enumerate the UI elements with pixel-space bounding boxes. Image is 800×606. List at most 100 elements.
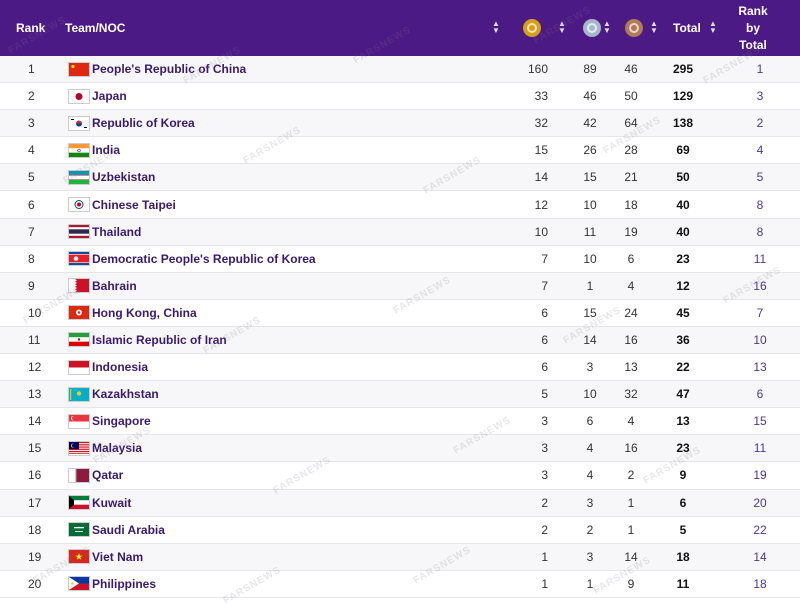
table-row[interactable]: 1 People's Republic of China 160 89 46 295 1 [0, 56, 800, 84]
table-row[interactable]: 2 Japan 33 46 50 129 3 [0, 83, 800, 111]
bronze-count-cell: 21 [624, 170, 638, 185]
table-row[interactable]: 20 Philippines 1 1 9 11 18 [0, 571, 800, 598]
bronze-count-cell: 64 [624, 116, 638, 131]
rank-cell: 1 [28, 62, 35, 77]
table-row[interactable]: 9 Bahrain 7 1 4 12 16 [0, 272, 800, 300]
rank-by-total-cell: 5 [756, 170, 764, 185]
table-row[interactable]: 17 Kuwait 2 3 1 6 20 [0, 489, 800, 517]
column-header-total[interactable]: Total [673, 21, 701, 35]
rank-by-total-cell: 20 [753, 495, 767, 510]
bronze-count-cell: 28 [624, 143, 638, 158]
table-row[interactable]: 18 Saudi Arabia 2 2 1 5 22 [0, 517, 800, 544]
table-row[interactable]: 14 Singapore 3 6 4 13 15 [0, 408, 800, 436]
column-header-gold[interactable] [523, 0, 541, 56]
sort-arrows-icon[interactable]: ▲ ▼ [492, 19, 500, 35]
team-name-link[interactable]: Saudi Arabia [92, 522, 165, 537]
total-count-cell: 23 [676, 441, 690, 456]
bronze-count-cell: 1 [627, 495, 635, 510]
team-name-link[interactable]: Philippines [92, 576, 157, 591]
table-row[interactable]: 4 India 15 26 28 69 4 [0, 137, 800, 165]
flag-jpn-icon [68, 88, 90, 104]
team-name-link[interactable]: Viet Nam [92, 549, 144, 564]
table-row[interactable]: 5 Uzbekistan 14 15 21 50 5 [0, 164, 800, 192]
team-name-link[interactable]: People's Republic of China [92, 62, 247, 77]
column-header-bronze[interactable] [625, 0, 643, 56]
rank-by-total-label-line3: Total [739, 37, 767, 52]
bronze-count-cell: 13 [624, 360, 638, 375]
gold-count-cell: 3 [541, 441, 548, 456]
team-name-link[interactable]: Bahrain [92, 278, 137, 293]
team-name-link[interactable]: Kuwait [92, 495, 132, 510]
team-name-link[interactable]: Indonesia [92, 360, 149, 375]
sort-arrows-icon[interactable]: ▲ ▼ [650, 19, 658, 35]
table-row[interactable]: 12 Indonesia 6 3 13 22 13 [0, 354, 800, 382]
gold-count-cell: 32 [534, 116, 548, 131]
rank-cell: 4 [28, 143, 35, 158]
silver-count-cell: 1 [586, 278, 594, 293]
rank-by-total-cell: 7 [756, 305, 764, 320]
rank-by-total-cell: 13 [753, 360, 767, 375]
team-name-link[interactable]: Kazakhstan [92, 387, 159, 402]
rank-by-total-cell: 4 [756, 143, 764, 158]
silver-count-cell: 3 [586, 360, 594, 375]
total-count-cell: 69 [676, 143, 690, 158]
column-header-rank-by-total[interactable]: Rank by Total [736, 0, 770, 56]
gold-medal-icon [523, 19, 541, 37]
rank-by-total-cell: 14 [753, 549, 767, 564]
team-name-link[interactable]: Republic of Korea [92, 116, 195, 131]
gold-count-cell: 7 [541, 278, 548, 293]
table-row[interactable]: 10 Hong Kong, China 6 15 24 45 7 [0, 300, 800, 327]
rank-cell: 15 [28, 441, 42, 456]
total-count-cell: 13 [676, 414, 690, 429]
table-row[interactable]: 6 Chinese Taipei 12 10 18 40 8 [0, 191, 800, 219]
team-name-link[interactable]: Uzbekistan [92, 170, 156, 185]
rank-by-total-cell: 19 [753, 468, 767, 483]
flag-vie-icon [68, 549, 90, 565]
team-name-link[interactable]: India [92, 143, 121, 158]
flag-prk-icon [68, 251, 90, 267]
flag-tha-icon [68, 224, 90, 240]
table-row[interactable]: 16 Qatar 3 4 2 9 19 [0, 462, 800, 490]
column-header-silver[interactable] [583, 0, 601, 56]
table-row[interactable]: 7 Thailand 10 11 19 40 8 [0, 218, 800, 246]
sort-arrows-icon[interactable]: ▲ ▼ [603, 19, 611, 35]
rank-by-total-cell: 15 [753, 414, 767, 429]
team-name-link[interactable]: Japan [92, 89, 127, 104]
sort-arrows-icon[interactable]: ▲ ▼ [709, 19, 717, 35]
gold-count-cell: 6 [541, 305, 548, 320]
flag-tpe-icon [68, 197, 90, 213]
gold-count-cell: 6 [541, 360, 548, 375]
column-header-rank[interactable]: Rank [16, 21, 46, 35]
gold-count-cell: 12 [534, 197, 548, 212]
team-name-link[interactable]: Singapore [92, 414, 151, 429]
table-row[interactable]: 19 Viet Nam 1 3 14 18 14 [0, 543, 800, 571]
team-name-link[interactable]: Democratic People's Republic of Korea [92, 251, 316, 266]
team-name-link[interactable]: Qatar [92, 468, 124, 483]
total-count-cell: 295 [672, 62, 694, 77]
silver-count-cell: 3 [586, 495, 594, 510]
rank-cell: 7 [28, 224, 35, 239]
silver-count-cell: 2 [586, 522, 594, 537]
table-row[interactable]: 8 Democratic People's Republic of Korea 7 1… [0, 246, 800, 273]
team-name-link[interactable]: Hong Kong, China [92, 305, 197, 320]
bronze-count-cell: 6 [627, 251, 635, 266]
gold-count-cell: 3 [541, 414, 548, 429]
team-name-link[interactable]: Chinese Taipei [92, 197, 176, 212]
column-header-team[interactable]: Team/NOC [65, 21, 126, 35]
table-row[interactable]: 15 Malaysia 3 4 16 23 11 [0, 435, 800, 463]
table-row[interactable]: 13 Kazakhstan 5 10 32 47 6 [0, 381, 800, 409]
bronze-count-cell: 50 [624, 89, 638, 104]
rank-cell: 18 [28, 522, 42, 537]
silver-count-cell: 15 [583, 170, 597, 185]
table-row[interactable]: 11 Islamic Republic of Iran 6 14 16 36 10 [0, 326, 800, 355]
total-count-cell: 6 [679, 495, 687, 510]
table-row[interactable]: 3 Republic of Korea 32 42 64 138 2 [0, 110, 800, 138]
team-name-link[interactable]: Islamic Republic of Iran [92, 332, 227, 347]
team-name-link[interactable]: Thailand [92, 224, 142, 239]
silver-count-cell: 10 [583, 251, 597, 266]
silver-count-cell: 4 [586, 441, 594, 456]
sort-arrows-icon[interactable]: ▲ ▼ [558, 19, 566, 35]
team-name-link[interactable]: Malaysia [92, 441, 143, 456]
silver-count-cell: 1 [586, 576, 594, 591]
total-count-cell: 138 [672, 116, 694, 131]
